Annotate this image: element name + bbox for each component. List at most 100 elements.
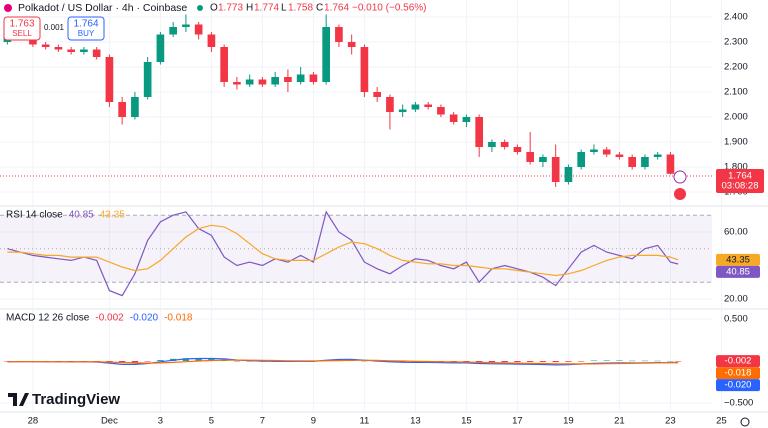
candle-body [284, 77, 292, 82]
last-value: 40.85 [726, 266, 750, 277]
histogram-bar [590, 360, 598, 362]
candle-body [92, 49, 101, 57]
series-line [7, 210, 679, 297]
candle-body [80, 49, 88, 52]
candle-body [143, 62, 152, 97]
candle-body [386, 97, 394, 112]
histogram-bar [552, 361, 559, 363]
spread: 0.001 [44, 23, 65, 32]
candle-body [373, 92, 381, 97]
candle-body [194, 24, 203, 35]
sell-price: 1.763 [9, 19, 34, 30]
price-box [716, 169, 764, 193]
candle-body [309, 74, 318, 82]
label-o: O [210, 3, 218, 14]
candle-body [513, 147, 522, 152]
symbol-icon [4, 4, 12, 12]
x-tick-label: 9 [311, 416, 316, 427]
y-tick-label: 1.800 [724, 162, 748, 173]
histogram-bar [475, 361, 483, 363]
histogram-bar [565, 361, 572, 362]
y-tick-label: 2.300 [724, 37, 748, 48]
y-tick-label: 1.900 [724, 137, 748, 148]
close-value: 1.764 [324, 3, 349, 14]
histogram-bar [577, 361, 585, 362]
candle-body [539, 157, 547, 162]
candle-body [500, 142, 509, 147]
y-tick-label: 2.400 [724, 12, 748, 23]
candle-body [615, 154, 624, 157]
candle-body [462, 117, 471, 122]
low-value: 1.758 [288, 3, 313, 14]
candle-body [296, 74, 305, 82]
histogram-bar [539, 361, 547, 362]
change: −0.010 (−0.56%) [352, 3, 427, 14]
legend-title: MACD 12 26 close [6, 313, 90, 324]
candle-body [182, 24, 190, 27]
candle-body [641, 157, 649, 167]
header: Polkadot / US Dollar · 4h · Coinbase O 1… [4, 2, 427, 14]
candle-body [653, 154, 662, 157]
logo: TradingView [8, 391, 120, 408]
y-tick-label: 0.500 [724, 314, 748, 325]
candle-body [258, 79, 267, 85]
legend-value: 43.35 [100, 210, 125, 221]
x-tick-label: Dec [101, 416, 118, 427]
series-line [7, 224, 679, 277]
marks [0, 0, 722, 411]
last-value: -0.002 [725, 356, 752, 367]
histogram-bar [233, 360, 241, 362]
histogram-bar [654, 360, 661, 362]
last-value-box [716, 367, 760, 380]
candle-body [602, 149, 611, 155]
x-tick-label: 5 [209, 416, 214, 427]
histogram-bar [674, 361, 682, 362]
histogram-bar [463, 361, 470, 362]
candle-body [207, 34, 216, 47]
legend-title: RSI 14 close [6, 210, 63, 221]
candle-body [398, 109, 407, 112]
legend-value: 40.85 [69, 210, 94, 221]
trade-buttons[interactable]: 1.763 SELL 0.001 1.764 BUY [3, 16, 105, 41]
candle-body [577, 152, 586, 167]
histogram-bar [399, 361, 406, 363]
buy-button[interactable] [67, 16, 105, 41]
candle-body [564, 167, 573, 182]
last-value-box [716, 355, 760, 368]
candle-body [590, 149, 598, 152]
logo-text: TradingView [32, 391, 120, 408]
histogram-bar [526, 361, 534, 362]
label-c: C [316, 3, 323, 14]
sell-label: SELL [12, 29, 32, 38]
legend-value: -0.018 [164, 313, 193, 324]
symbol: Polkadot / US Dollar · 4h · Coinbase [18, 2, 187, 14]
alert-icon[interactable] [673, 170, 687, 184]
candle-body [105, 57, 114, 102]
open-value: 1.773 [218, 3, 243, 14]
countdown: 03:08:28 [722, 181, 759, 192]
candle-body [488, 142, 496, 147]
candle-body [245, 79, 254, 85]
buy-label: BUY [78, 29, 95, 38]
histogram-bar [501, 361, 508, 363]
y-tick-label: −0.500 [724, 398, 753, 409]
series-line [7, 359, 679, 365]
histogram-bar [603, 360, 610, 362]
candle-body [526, 152, 534, 162]
series-line [7, 357, 679, 366]
candle-body [271, 77, 279, 85]
candle-body [360, 47, 369, 92]
candle-body [424, 104, 432, 107]
candle-body [449, 114, 458, 122]
histogram-bar [488, 361, 496, 363]
x-tick-label: 15 [461, 416, 472, 427]
label-h: H [246, 3, 253, 14]
candle-body [347, 42, 356, 47]
last-value: 43.35 [726, 254, 750, 265]
status-dot [197, 5, 203, 11]
y-tick-label: 20.00 [724, 293, 748, 304]
histogram-bar [514, 361, 521, 363]
histogram-bar [616, 360, 623, 362]
sell-button[interactable] [3, 16, 41, 41]
settings-icon[interactable] [740, 417, 750, 427]
